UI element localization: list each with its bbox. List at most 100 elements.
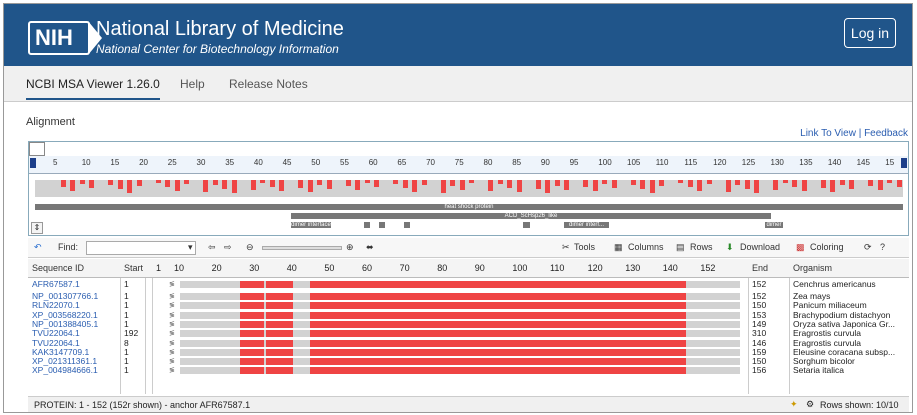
end-value: 152	[752, 291, 767, 301]
settings-icon[interactable]: ⚙	[806, 399, 815, 409]
find-input[interactable]	[86, 241, 196, 255]
next-icon[interactable]: ⇨	[224, 242, 232, 252]
table-row[interactable]: AFR67587.1 1 ≶ 152 Cenchrus americanus	[28, 280, 909, 289]
zoom-slider[interactable]	[262, 246, 342, 250]
tools-menu[interactable]: Tools	[574, 242, 596, 252]
table-row[interactable]: NP_001388405.1 1 ≶ 149 Oryza sativa Japonica…	[28, 318, 909, 329]
banner-title[interactable]: National Library of Medicine	[96, 18, 344, 40]
conservation-bar	[450, 180, 455, 186]
overview-toggle-icon[interactable]: ⇕	[31, 222, 43, 234]
table-row[interactable]: XP_003568220.1 1 ≶ 153 Brachypodium distachy…	[28, 309, 909, 320]
conserved-block	[240, 293, 264, 300]
domain-dimer-6[interactable]: dimer interf...	[564, 222, 609, 228]
col-organism[interactable]: Organism	[793, 263, 833, 273]
table-row[interactable]: KAK3147709.1 1 ≶ 159 Eleusine coracana subsp…	[28, 346, 909, 357]
prev-icon[interactable]: ⇦	[208, 242, 216, 252]
find-dropdown-icon[interactable]: ▾	[188, 242, 193, 252]
expand-icon[interactable]: ≶	[169, 320, 175, 328]
rows-icon[interactable]: ▤	[676, 242, 685, 252]
conservation-bar	[754, 180, 759, 193]
expand-icon[interactable]: ≶	[169, 311, 175, 319]
sequence-id-link[interactable]: TVU22064.1	[32, 337, 80, 348]
overview-tick-label: 15	[110, 158, 120, 167]
rows-button[interactable]: Rows	[690, 242, 713, 252]
overview-handle[interactable]	[29, 142, 45, 156]
domain-dimer-4[interactable]	[404, 222, 410, 228]
tab-msa-viewer[interactable]: NCBI MSA Viewer 1.26.0	[26, 77, 160, 100]
overview-tick-label: 140	[827, 158, 842, 167]
overview-tick-label: 65	[397, 158, 407, 167]
domain-dimer-3[interactable]	[379, 222, 385, 228]
sequence-id-link[interactable]: RLN22070.1	[32, 300, 80, 311]
ruler-left-arrow-icon[interactable]	[30, 158, 36, 168]
expand-icon[interactable]: ≶	[169, 367, 175, 375]
table-row[interactable]: XP_004984666.1 1 ≶ 156 Setaria italica	[28, 366, 909, 375]
undo-icon[interactable]: ↶	[34, 242, 42, 252]
columns-button[interactable]: Columns	[628, 242, 664, 252]
conservation-bar	[640, 180, 645, 189]
feedback-link[interactable]: Feedback	[864, 128, 908, 139]
sequence-id-link[interactable]: TVU22064.1	[32, 328, 80, 339]
overview-panel[interactable]: 5 10 15 20 25 30 35 40 45 50 55 60 65 70 75 80 85 90 95 100…	[28, 141, 909, 236]
overview-ruler[interactable]: 5 10 15 20 25 30 35 40 45 50 55 60 65 70 75 80 85 90 95 100…	[29, 156, 908, 174]
domain-dimer-1[interactable]: dimer interface	[291, 222, 331, 228]
expand-icon[interactable]: ≶	[169, 302, 175, 310]
expand-icon[interactable]: ≶	[169, 358, 175, 366]
end-value: 146	[752, 337, 767, 348]
col-end[interactable]: End	[752, 263, 769, 273]
expand-icon[interactable]: ≶	[169, 339, 175, 347]
coloring-menu[interactable]: Coloring	[810, 242, 844, 252]
expand-icon[interactable]: ≶	[169, 293, 175, 300]
domain-dimer-5[interactable]	[523, 222, 530, 228]
coloring-icon[interactable]: ▩	[796, 242, 805, 252]
sequence-id-link[interactable]: NP_001307766.1	[32, 291, 99, 301]
link-to-view[interactable]: Link To View	[800, 128, 856, 139]
table-row[interactable]: NP_001307766.1 1 ≶ 152 Zea mays	[28, 292, 909, 301]
conserved-block	[310, 320, 686, 328]
domain-acd[interactable]: ACD_ScHsp26_like	[291, 213, 771, 219]
conserved-block	[240, 367, 264, 375]
msa-toolbar: ↶ Find: ▾ ⇦ ⇨ ⊖ ⊕ ⬌ ✂ Tools ▦ Columns ▤ …	[28, 238, 909, 258]
overview-tick-label: 10	[81, 158, 91, 167]
tab-help[interactable]: Help	[180, 77, 205, 91]
conservation-bar	[602, 180, 607, 184]
overview-tick-label: 40	[253, 158, 263, 167]
expand-icon[interactable]: ≶	[169, 348, 175, 356]
fit-icon[interactable]: ⬌	[366, 242, 374, 252]
domain-heat-shock[interactable]: heat shock protein	[35, 204, 903, 210]
download-menu[interactable]: Download	[740, 242, 781, 252]
col-sequence-id[interactable]: Sequence ID	[32, 263, 85, 273]
ruler-right-arrow-icon[interactable]	[901, 158, 907, 168]
zoom-in-icon[interactable]: ⊕	[346, 242, 354, 252]
sequence-id-link[interactable]: NP_001388405.1	[32, 318, 99, 329]
download-icon[interactable]: ⬇	[726, 242, 734, 252]
sequence-id-link[interactable]: KAK3147709.1	[32, 346, 90, 357]
help-icon[interactable]: ?	[880, 242, 886, 252]
sequence-id-link[interactable]: XP_003568220.1	[32, 309, 98, 320]
ruler-tick-label: 90	[474, 263, 485, 273]
tools-icon[interactable]: ✂	[562, 242, 570, 252]
col-start[interactable]: Start	[124, 263, 144, 273]
nih-logo[interactable]: NIH	[28, 21, 102, 55]
expand-icon[interactable]: ≶	[169, 281, 175, 288]
table-row[interactable]: TVU22064.1 192 ≶ 310 Eragrostis curvula	[28, 329, 909, 338]
domain-dimer-7[interactable]: dimer interf...	[765, 222, 783, 228]
overview-tick-label: 75	[454, 158, 464, 167]
expand-icon[interactable]: ≶	[169, 330, 175, 338]
refresh-icon[interactable]: ⟳	[864, 242, 872, 252]
table-row[interactable]: XP_021311361.1 1 ≶ 150 Sorghum bicolor	[28, 357, 909, 366]
zoom-out-icon[interactable]: ⊖	[246, 242, 254, 252]
end-value: 150	[752, 356, 767, 367]
wand-icon[interactable]: ✦	[790, 399, 798, 409]
tab-release-notes[interactable]: Release Notes	[229, 77, 308, 91]
domain-dimer-2[interactable]	[364, 222, 370, 228]
sequence-id-link[interactable]: XP_004984666.1	[32, 365, 98, 376]
table-row[interactable]: RLN22070.1 1 ≶ 150 Panicum miliaceum	[28, 301, 909, 310]
alignment-ruler[interactable]: 1 10 20 30 40 50 60 70 80 90 100 110 120 130 140 152	[152, 259, 722, 278]
sequence-id-link[interactable]: XP_021311361.1	[32, 356, 98, 367]
login-button[interactable]: Log in	[844, 18, 896, 48]
table-row[interactable]: TVU22064.1 8 ≶ 146 Eragrostis curvula	[28, 337, 909, 348]
sequence-id-link[interactable]: AFR67587.1	[32, 279, 80, 289]
columns-icon[interactable]: ▦	[614, 242, 623, 252]
ruler-tick-label: 110	[550, 263, 565, 273]
